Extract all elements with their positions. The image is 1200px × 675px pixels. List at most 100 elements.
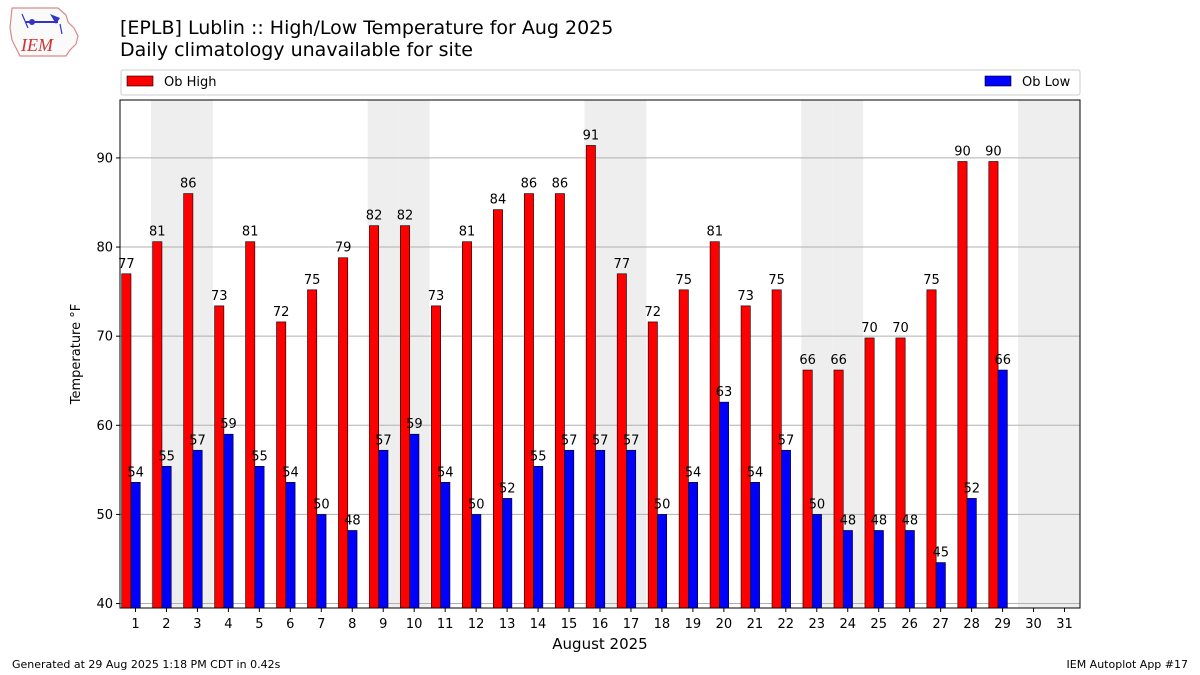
low-label-5: 55 [251, 449, 268, 464]
low-label-23: 50 [809, 497, 826, 512]
x-tick-label-5: 5 [255, 617, 263, 632]
low-label-29: 66 [994, 353, 1011, 368]
x-tick-label-23: 23 [809, 617, 826, 632]
y-tick-label-80: 80 [96, 241, 113, 256]
high-label-12: 81 [459, 225, 476, 240]
high-label-2: 81 [149, 225, 166, 240]
weekend-band-30 [1018, 100, 1050, 608]
x-tick-label-10: 10 [406, 617, 423, 632]
high-bar-1 [121, 273, 132, 609]
low-bar-1 [130, 482, 141, 609]
high-label-8: 79 [335, 241, 352, 256]
high-label-20: 81 [706, 225, 723, 240]
y-tick-label-90: 90 [96, 151, 113, 166]
low-label-25: 48 [871, 513, 888, 528]
x-tick-label-24: 24 [839, 617, 856, 632]
low-label-19: 54 [685, 465, 702, 480]
high-bar-5 [245, 241, 256, 609]
x-tick-label-7: 7 [317, 617, 325, 632]
low-bar-19 [688, 482, 698, 609]
legend: Ob High Ob Low [120, 69, 1081, 96]
low-label-9: 57 [375, 433, 392, 448]
y-tick-label-60: 60 [96, 419, 113, 434]
high-label-15: 86 [552, 177, 569, 192]
high-label-19: 75 [675, 273, 692, 288]
x-tick-label-20: 20 [716, 617, 733, 632]
x-tick-label-21: 21 [747, 617, 764, 632]
x-tick-label-14: 14 [530, 617, 547, 632]
high-bar-19 [678, 289, 689, 609]
high-bar-11 [431, 305, 441, 609]
low-bar-25 [873, 530, 884, 609]
low-bar-29 [997, 369, 1008, 609]
high-label-3: 86 [180, 177, 197, 192]
high-label-9: 82 [366, 209, 383, 224]
low-label-1: 54 [127, 465, 144, 480]
high-bar-20 [709, 241, 720, 609]
low-label-16: 57 [592, 433, 609, 448]
low-bar-23 [811, 514, 822, 609]
bar-labels: 77 81 86 73 81 72 75 79 82 82 73 81 84 86 86 91 77 72 75 81… [118, 128, 1011, 560]
x-tick-label-30: 30 [1025, 617, 1042, 632]
low-bar-2 [161, 465, 172, 609]
x-tick-label-12: 12 [468, 617, 485, 632]
high-bar-29 [988, 161, 999, 609]
legend-low-swatch [984, 75, 1012, 87]
high-label-22: 75 [768, 273, 785, 288]
high-label-27: 75 [923, 273, 940, 288]
high-label-11: 73 [428, 289, 445, 304]
y-tick-label-50: 50 [96, 508, 113, 523]
high-bar-9 [369, 225, 380, 609]
low-label-8: 48 [344, 513, 361, 528]
low-bar-17 [626, 449, 637, 609]
y-tick-label-70: 70 [96, 330, 113, 345]
high-bar-26 [895, 337, 906, 609]
high-bar-15 [554, 193, 565, 609]
high-label-13: 84 [490, 193, 507, 208]
high-bar-3 [183, 193, 194, 609]
x-tick-label-22: 22 [778, 617, 795, 632]
low-bar-8 [347, 530, 358, 609]
low-bar-28 [966, 498, 977, 609]
footer-generated: Generated at 29 Aug 2025 1:18 PM CDT in … [12, 658, 281, 671]
low-label-3: 57 [189, 433, 206, 448]
low-label-20: 63 [716, 385, 733, 400]
x-axis: 1 2 3 4 5 6 7 8 9 10 11 12 13 14 15 16 17 18 19 20 21 22 23 24 2… [131, 608, 1073, 632]
high-label-1: 77 [118, 257, 135, 272]
low-label-14: 55 [530, 449, 547, 464]
high-bar-2 [152, 241, 163, 609]
low-label-10: 59 [406, 417, 423, 432]
x-tick-label-13: 13 [499, 617, 516, 632]
low-bar-16 [595, 449, 606, 609]
low-bar-24 [842, 530, 853, 609]
low-bar-18 [657, 514, 668, 609]
high-label-7: 75 [304, 273, 321, 288]
low-label-4: 59 [220, 417, 237, 432]
high-bar-16 [585, 145, 596, 609]
low-bar-3 [192, 449, 203, 609]
low-label-11: 54 [437, 465, 454, 480]
low-label-27: 45 [933, 546, 950, 561]
high-bar-4 [214, 305, 225, 609]
low-label-21: 54 [747, 465, 764, 480]
x-tick-label-28: 28 [963, 617, 980, 632]
x-tick-label-16: 16 [592, 617, 609, 632]
high-label-10: 82 [397, 209, 414, 224]
high-bar-25 [864, 337, 875, 609]
y-axis: 40 50 60 70 80 90 [96, 151, 120, 612]
high-bar-8 [338, 257, 349, 609]
legend-frame [120, 69, 1081, 96]
low-label-2: 55 [158, 449, 175, 464]
low-bar-14 [533, 465, 544, 609]
high-label-21: 73 [737, 289, 754, 304]
low-bar-4 [223, 433, 234, 609]
low-label-12: 50 [468, 497, 485, 512]
high-label-29: 90 [985, 144, 1002, 159]
x-tick-label-31: 31 [1056, 617, 1073, 632]
x-tick-label-6: 6 [286, 617, 294, 632]
low-bar-15 [564, 449, 575, 609]
x-tick-label-4: 4 [224, 617, 232, 632]
low-bar-27 [935, 562, 946, 609]
low-label-13: 52 [499, 481, 516, 496]
